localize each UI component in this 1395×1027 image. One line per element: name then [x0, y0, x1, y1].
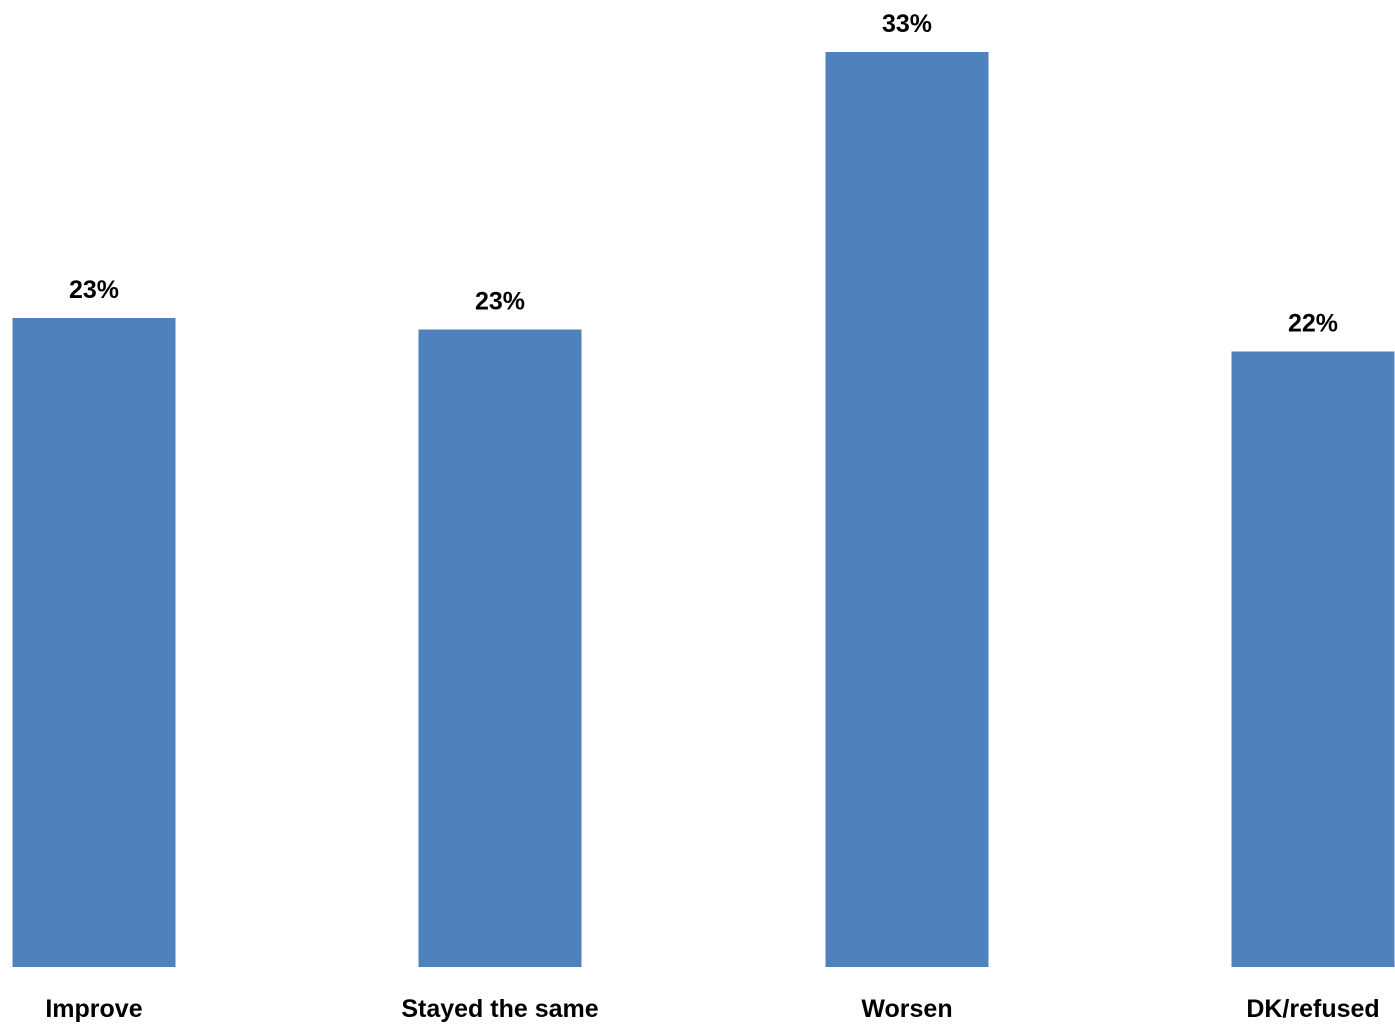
x-tick-label: Improve [45, 995, 142, 1023]
bar-stayed-the-same [418, 329, 582, 968]
data-label: 23% [69, 276, 119, 304]
data-label: 22% [1288, 309, 1338, 337]
bar-improve [12, 318, 176, 967]
x-tick-label: Worsen [861, 995, 952, 1023]
bar-dk-refused [1231, 351, 1395, 967]
x-tick-label: DK/refused [1246, 995, 1379, 1023]
x-tick-label: Stayed the same [401, 995, 598, 1023]
data-label: 33% [882, 10, 932, 38]
data-label: 23% [475, 287, 525, 315]
bar-worsen [825, 52, 989, 967]
